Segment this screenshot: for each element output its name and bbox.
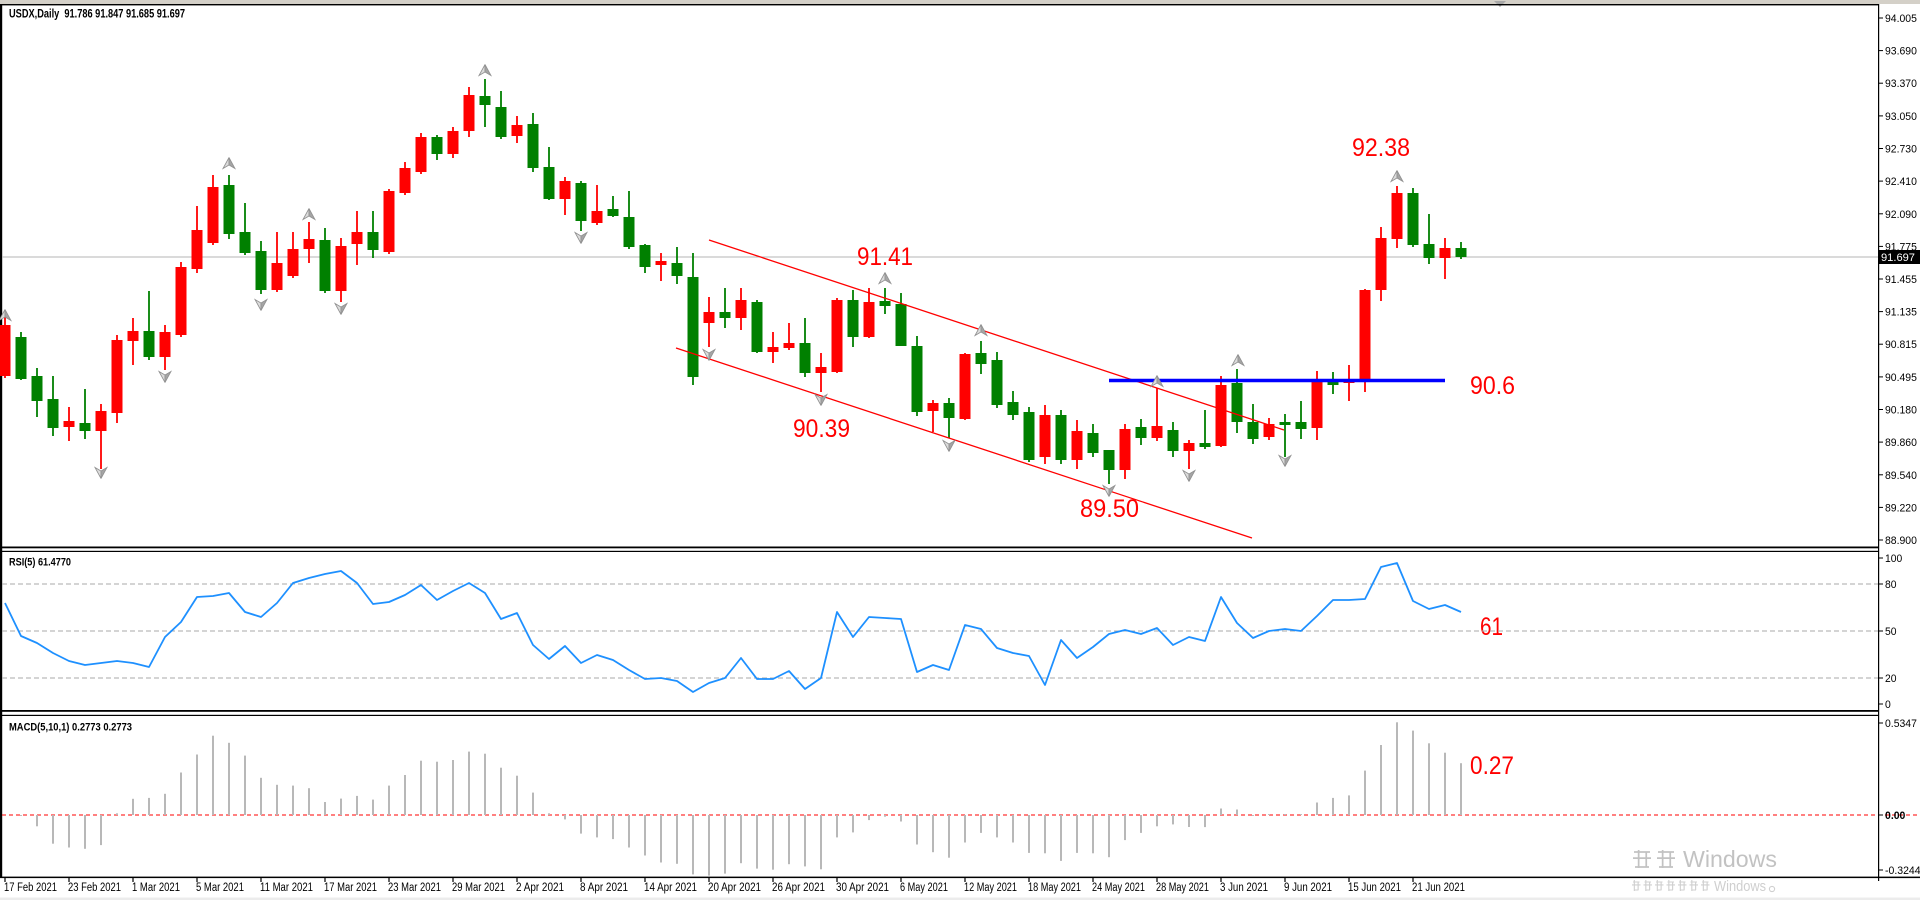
- svg-text:89.540: 89.540: [1885, 470, 1917, 482]
- svg-text:93.370: 93.370: [1885, 78, 1917, 90]
- svg-text:20 Apr 2021: 20 Apr 2021: [708, 882, 761, 894]
- svg-text:0.00: 0.00: [1885, 810, 1905, 822]
- svg-text:92.410: 92.410: [1885, 176, 1917, 188]
- svg-text:80: 80: [1885, 579, 1897, 591]
- svg-text:6 May 2021: 6 May 2021: [900, 882, 948, 894]
- svg-text:94.005: 94.005: [1885, 13, 1917, 25]
- svg-text:1 Mar 2021: 1 Mar 2021: [132, 882, 180, 894]
- svg-text:89.50: 89.50: [1080, 495, 1139, 523]
- svg-text:90.180: 90.180: [1885, 405, 1917, 417]
- svg-text:3 Jun 2021: 3 Jun 2021: [1220, 882, 1268, 894]
- svg-text:29 Mar 2021: 29 Mar 2021: [452, 882, 505, 894]
- svg-text:14 Apr 2021: 14 Apr 2021: [644, 882, 697, 894]
- svg-text:9 Jun 2021: 9 Jun 2021: [1284, 882, 1332, 894]
- svg-text:92.38: 92.38: [1352, 134, 1410, 162]
- svg-text:90.495: 90.495: [1885, 372, 1917, 384]
- svg-text:30 Apr 2021: 30 Apr 2021: [836, 882, 889, 894]
- svg-text:92.090: 92.090: [1885, 209, 1917, 221]
- svg-text:Windows: Windows: [1714, 879, 1766, 895]
- svg-text:18 May 2021: 18 May 2021: [1028, 882, 1081, 894]
- svg-text:12 May 2021: 12 May 2021: [964, 882, 1017, 894]
- svg-text:90.39: 90.39: [793, 415, 850, 443]
- svg-text:23 Feb 2021: 23 Feb 2021: [68, 882, 121, 894]
- svg-text:90.6: 90.6: [1470, 372, 1515, 400]
- svg-text:0.27: 0.27: [1470, 752, 1514, 780]
- svg-text:89.220: 89.220: [1885, 502, 1917, 514]
- svg-text:17 Feb 2021: 17 Feb 2021: [4, 882, 57, 894]
- svg-text:MACD(5,10,1) 0.2773 0.2773: MACD(5,10,1) 0.2773 0.2773: [9, 722, 132, 734]
- svg-text:26 Apr 2021: 26 Apr 2021: [772, 882, 825, 894]
- svg-text:USDX,Daily 91.786 91.847 91.6: USDX,Daily 91.786 91.847 91.685 91.697: [9, 9, 185, 21]
- svg-text:50: 50: [1885, 626, 1897, 638]
- svg-text:2 Apr 2021: 2 Apr 2021: [516, 882, 564, 894]
- svg-text:RSI(5) 61.4770: RSI(5) 61.4770: [9, 557, 71, 569]
- svg-text:5 Mar 2021: 5 Mar 2021: [196, 882, 244, 894]
- svg-text:0.5347: 0.5347: [1885, 718, 1917, 730]
- svg-text:15 Jun 2021: 15 Jun 2021: [1348, 882, 1401, 894]
- svg-text:91.41: 91.41: [857, 243, 913, 271]
- svg-text:28 May 2021: 28 May 2021: [1156, 882, 1209, 894]
- svg-text:17 Mar 2021: 17 Mar 2021: [324, 882, 377, 894]
- svg-text:20: 20: [1885, 673, 1897, 685]
- svg-text:88.900: 88.900: [1885, 535, 1917, 547]
- svg-text:92.730: 92.730: [1885, 144, 1917, 156]
- svg-text:100: 100: [1885, 553, 1902, 565]
- svg-text:8 Apr 2021: 8 Apr 2021: [580, 882, 628, 894]
- svg-text:93.050: 93.050: [1885, 111, 1917, 123]
- svg-text:11 Mar 2021: 11 Mar 2021: [260, 882, 313, 894]
- svg-text:91.697: 91.697: [1881, 252, 1915, 264]
- svg-text:89.860: 89.860: [1885, 437, 1917, 449]
- svg-text:Windows: Windows: [1683, 846, 1777, 872]
- svg-text:24 May 2021: 24 May 2021: [1092, 882, 1145, 894]
- svg-text:21 Jun 2021: 21 Jun 2021: [1412, 882, 1465, 894]
- svg-text:90.815: 90.815: [1885, 339, 1917, 351]
- svg-text:61: 61: [1480, 613, 1503, 641]
- svg-text:23 Mar 2021: 23 Mar 2021: [388, 882, 441, 894]
- svg-text:0: 0: [1885, 699, 1891, 711]
- svg-text:93.690: 93.690: [1885, 46, 1917, 58]
- svg-text:91.135: 91.135: [1885, 307, 1917, 319]
- svg-text:91.455: 91.455: [1885, 274, 1917, 286]
- svg-text:-0.3244: -0.3244: [1885, 865, 1920, 877]
